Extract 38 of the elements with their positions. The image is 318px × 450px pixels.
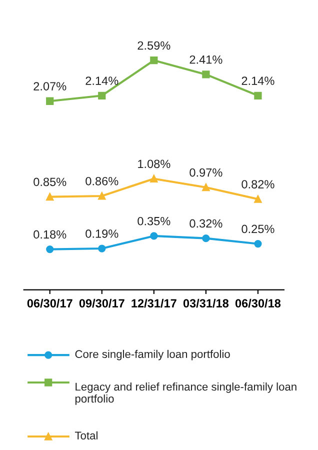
point (202, 70, 210, 78)
data-label: 0.32% (190, 219, 222, 228)
x-tick-label: 09/30/17 (79, 298, 124, 308)
point (202, 184, 210, 192)
point (254, 92, 262, 100)
point (46, 192, 54, 201)
data-label: 2.41% (190, 55, 222, 64)
data-label: 0.86% (86, 176, 118, 186)
point (150, 56, 158, 64)
data-label: 0.82% (242, 180, 274, 188)
data-label: 2.07% (34, 82, 66, 90)
data-label: 0.85% (34, 178, 66, 186)
data-label: 2.14% (86, 76, 118, 85)
data-label: 0.25% (242, 224, 274, 234)
data-label: 2.14% (242, 76, 274, 85)
point (254, 240, 262, 248)
legend-label: Legacy and relief refinance single-family loan portfolio (75, 382, 296, 405)
data-label: 0.97% (190, 168, 222, 177)
point (98, 92, 106, 100)
data-label: 0.19% (86, 229, 118, 238)
x-tick-label: 06/30/18 (235, 298, 281, 308)
x-tick-label: 03/31/18 (183, 298, 229, 308)
data-label: 0.35% (138, 216, 170, 226)
legend-label: Total (74, 431, 98, 440)
point (150, 174, 158, 183)
point (98, 244, 106, 252)
point (46, 245, 54, 254)
point (98, 192, 106, 200)
data-label: 1.08% (138, 160, 170, 168)
x-tick-label: 06/30/17 (27, 298, 72, 308)
data-label: 2.59% (138, 41, 170, 50)
point (46, 97, 54, 105)
x-tick-label: 12/31/17 (132, 298, 176, 308)
point (254, 195, 262, 203)
point (150, 232, 158, 240)
data-label: 0.18% (34, 230, 66, 239)
point (202, 234, 210, 242)
legend-label: Core single-family loan portfolio (75, 350, 230, 360)
